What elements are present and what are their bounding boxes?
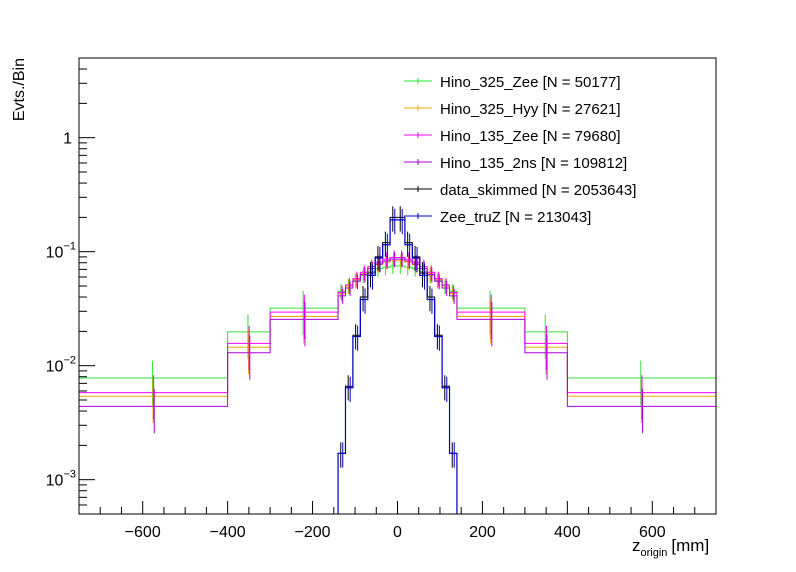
series-layer xyxy=(79,206,716,514)
legend-entry-data_skimmed: data_skimmed [N = 2053643] xyxy=(404,182,636,199)
y-tick-label: 1 xyxy=(63,131,72,148)
series-line-Hino_135_2ns xyxy=(79,258,716,407)
x-tick-label: −600 xyxy=(125,524,161,541)
y-tick-label: 10−1 xyxy=(46,241,76,262)
legend-entry-Hino_325_Zee: Hino_325_Zee [N = 50177] xyxy=(404,74,621,91)
y-tick-exponent: −3 xyxy=(63,469,76,481)
legend: Hino_325_Zee [N = 50177] Hino_325_Hyy [N … xyxy=(404,74,636,226)
x-axis-label-subscript: origin xyxy=(641,547,668,559)
legend-label-Hino_135_2ns: Hino_135_2ns [N = 109812] xyxy=(440,155,627,172)
x-tick-label: 600 xyxy=(639,524,666,541)
legend-entry-Hino_135_Zee: Hino_135_Zee [N = 79680] xyxy=(404,128,621,145)
y-tick-base: 10 xyxy=(46,359,64,376)
x-axis-label: zorigin [mm] xyxy=(632,536,709,559)
series-Zee_truZ xyxy=(337,208,458,514)
y-tick-base: 1 xyxy=(63,131,72,148)
y-tick-exponent: −2 xyxy=(63,355,76,367)
legend-label-Hino_325_Zee: Hino_325_Zee [N = 50177] xyxy=(440,74,621,91)
legend-label-Zee_truZ: Zee_truZ [N = 213043] xyxy=(440,209,591,226)
plot-area xyxy=(79,58,716,514)
legend-label-data_skimmed: data_skimmed [N = 2053643] xyxy=(440,182,636,199)
legend-entry-Hino_135_2ns: Hino_135_2ns [N = 109812] xyxy=(404,155,627,172)
y-tick-base: 10 xyxy=(46,473,64,490)
x-tick-label: 0 xyxy=(393,524,402,541)
legend-label-Hino_325_Hyy: Hino_325_Hyy [N = 27621] xyxy=(440,101,621,118)
x-tick-label: −400 xyxy=(210,524,246,541)
y-tick-label: 10−3 xyxy=(46,469,76,490)
x-tick-label: −200 xyxy=(295,524,331,541)
legend-entry-Hino_325_Hyy: Hino_325_Hyy [N = 27621] xyxy=(404,101,621,118)
series-line-Zee_truZ xyxy=(337,219,458,514)
x-tick-label: 400 xyxy=(554,524,581,541)
y-axis-label: Evts./Bin xyxy=(11,58,28,121)
legend-entry-Zee_truZ: Zee_truZ [N = 213043] xyxy=(404,209,591,226)
x-axis-label-unit: [mm] xyxy=(671,536,709,555)
x-axis-label-main: z xyxy=(632,536,641,555)
legend-label-Hino_135_Zee: Hino_135_Zee [N = 79680] xyxy=(440,128,621,145)
x-tick-label: 200 xyxy=(469,524,496,541)
y-tick-base: 10 xyxy=(46,245,64,262)
y-tick-label: 10−2 xyxy=(46,355,76,376)
y-tick-exponent: −1 xyxy=(63,241,76,253)
